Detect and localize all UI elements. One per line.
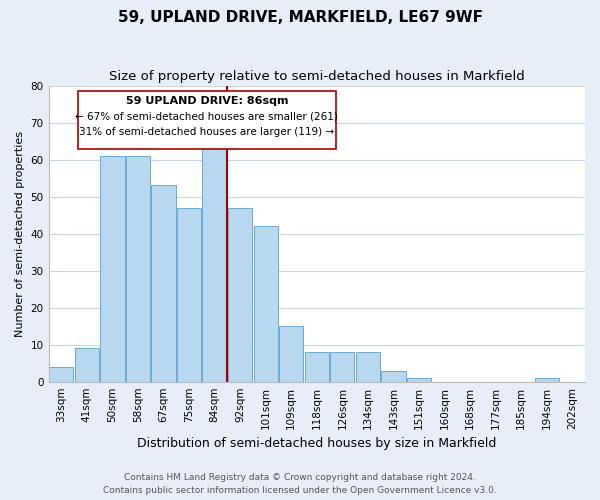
Bar (126, 156, 150, 382)
Text: 59, UPLAND DRIVE, MARKFIELD, LE67 9WF: 59, UPLAND DRIVE, MARKFIELD, LE67 9WF (118, 10, 482, 25)
Bar (356, 352, 380, 382)
Y-axis label: Number of semi-detached properties: Number of semi-detached properties (15, 130, 25, 336)
Bar (305, 352, 329, 382)
Text: 31% of semi-detached houses are larger (119) →: 31% of semi-detached houses are larger (… (79, 127, 334, 137)
Bar (535, 378, 559, 382)
Bar (279, 326, 304, 382)
Title: Size of property relative to semi-detached houses in Markfield: Size of property relative to semi-detach… (109, 70, 524, 83)
Bar (254, 226, 278, 382)
Bar (49, 367, 73, 382)
X-axis label: Distribution of semi-detached houses by size in Markfield: Distribution of semi-detached houses by … (137, 437, 496, 450)
Bar (177, 208, 201, 382)
FancyBboxPatch shape (78, 92, 335, 149)
Bar (381, 370, 406, 382)
Bar (202, 145, 227, 382)
Bar (75, 348, 99, 382)
Bar (407, 378, 431, 382)
Bar (330, 352, 355, 382)
Text: Contains HM Land Registry data © Crown copyright and database right 2024.
Contai: Contains HM Land Registry data © Crown c… (103, 474, 497, 495)
Bar (100, 156, 125, 382)
Bar (151, 186, 176, 382)
Text: ← 67% of semi-detached houses are smaller (261): ← 67% of semi-detached houses are smalle… (76, 112, 338, 122)
Text: 59 UPLAND DRIVE: 86sqm: 59 UPLAND DRIVE: 86sqm (125, 96, 288, 106)
Bar (228, 208, 252, 382)
